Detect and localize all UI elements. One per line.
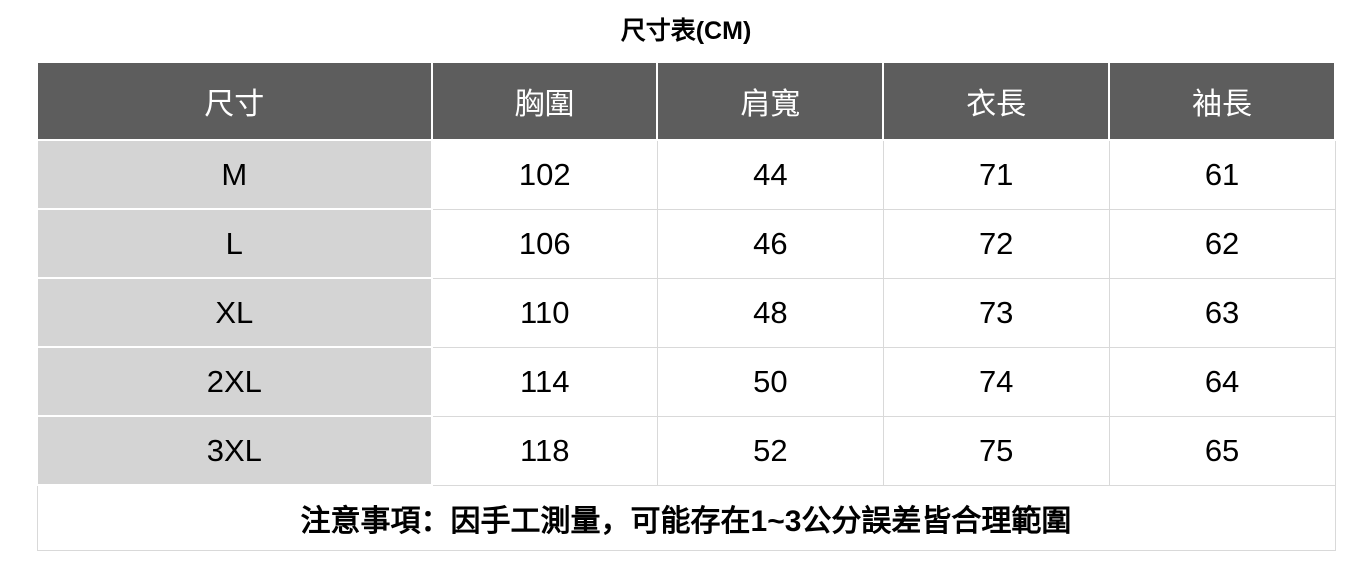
size-cell: 3XL: [36, 415, 433, 486]
sleeve-cell: 62: [1108, 208, 1336, 279]
chest-cell: 110: [431, 277, 658, 348]
size-cell: M: [36, 139, 433, 210]
shoulder-cell: 52: [656, 415, 884, 486]
table-row: M 102 44 71 61: [36, 139, 1336, 210]
table-row: L 106 46 72 62: [36, 208, 1336, 279]
column-header-shoulder: 肩寬: [656, 61, 885, 141]
column-header-chest: 胸圍: [430, 61, 659, 141]
shoulder-cell: 46: [656, 208, 884, 279]
column-header-length: 衣長: [882, 61, 1111, 141]
header-row: 尺寸 胸圍 肩寬 衣長 袖長: [36, 61, 1336, 141]
chest-cell: 118: [431, 415, 658, 486]
shoulder-cell: 44: [656, 139, 884, 210]
shoulder-cell: 50: [656, 346, 884, 417]
size-chart-title: 尺寸表(CM): [620, 17, 752, 45]
shoulder-cell: 48: [656, 277, 884, 348]
column-header-size: 尺寸: [36, 61, 433, 141]
chest-cell: 102: [431, 139, 658, 210]
chest-cell: 114: [431, 346, 658, 417]
sleeve-cell: 64: [1108, 346, 1336, 417]
measurement-note: 注意事項：因手工測量，可能存在1~3公分誤差皆合理範圍: [36, 484, 1336, 551]
size-cell: 2XL: [36, 346, 433, 417]
length-cell: 71: [882, 139, 1110, 210]
table-row: 2XL 114 50 74 64: [36, 346, 1336, 417]
table-row: XL 110 48 73 63: [36, 277, 1336, 348]
length-cell: 73: [882, 277, 1110, 348]
length-cell: 74: [882, 346, 1110, 417]
note-row: 注意事項：因手工測量，可能存在1~3公分誤差皆合理範圍: [36, 484, 1336, 551]
size-cell: L: [36, 208, 433, 279]
sleeve-cell: 63: [1108, 277, 1336, 348]
sleeve-cell: 61: [1108, 139, 1336, 210]
length-cell: 72: [882, 208, 1110, 279]
size-cell: XL: [36, 277, 433, 348]
sleeve-cell: 65: [1108, 415, 1336, 486]
table-row: 3XL 118 52 75 65: [36, 415, 1336, 486]
size-chart-table: 尺寸 胸圍 肩寬 衣長 袖長 M 102 44 71 61 L 106 46 7…: [36, 61, 1336, 551]
column-header-sleeve: 袖長: [1108, 61, 1336, 141]
length-cell: 75: [882, 415, 1110, 486]
chest-cell: 106: [431, 208, 658, 279]
